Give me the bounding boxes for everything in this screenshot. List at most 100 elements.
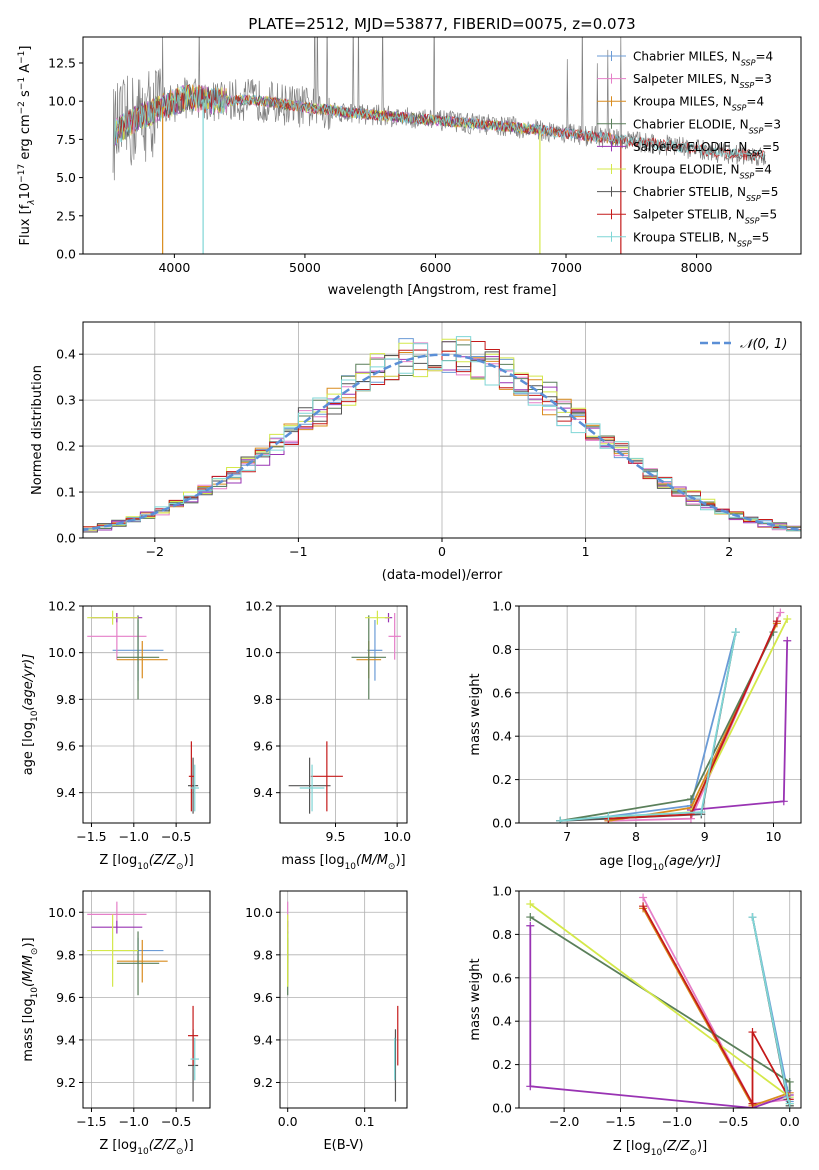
errorbar-salpeter-stelib	[187, 1005, 199, 1066]
plus-marker	[731, 628, 740, 637]
y-tick-label: 10.0	[48, 645, 76, 660]
legend-label-kroupa-elodie: Kroupa ELODIE, NSSP=4	[633, 163, 772, 181]
legend-label-salpeter-miles: Salpeter MILES, NSSP=3	[633, 72, 772, 90]
plus-marker	[748, 1028, 757, 1037]
y-tick-label: 0.0	[56, 531, 76, 546]
x-tick-label: 2	[725, 544, 733, 559]
x-tick-label: 6000	[420, 260, 452, 275]
weight-line-salpeter-elodie	[686, 636, 792, 814]
errorbar-chabrier-elodie	[116, 615, 160, 700]
x-tick-label: 8	[632, 829, 640, 844]
legend-label-salpeter-stelib: Salpeter STELIB, NSSP=5	[633, 208, 777, 226]
y-tick-label: 12.5	[48, 55, 76, 70]
y-tick-label: 0.8	[492, 927, 512, 942]
axes-frame	[82, 890, 211, 1109]
plus-marker	[526, 913, 535, 922]
x-axis-label: Z [log10(Z/Z⊙)]	[99, 1138, 193, 1157]
axes-frame	[279, 605, 408, 824]
errorbar-kroupa-elodie	[87, 610, 139, 625]
weight-vs-z-axes: −2.0 −1.5 −1.0 −0.5 0.0 0.0 0.2 0.4 0.6 0.8 1.0	[492, 884, 802, 1129]
y-tick-label: 9.8	[56, 947, 76, 962]
legend-label-kroupa-miles: Kroupa MILES, NSSP=4	[633, 95, 764, 113]
errorbar-chabrier-elodie	[351, 615, 387, 700]
y-tick-label: 0.8	[492, 642, 512, 657]
y-tick-label: 0.2	[56, 439, 76, 454]
y-tick-label: 10.2	[245, 599, 273, 614]
errorbar-kroupa-elodie	[365, 610, 390, 625]
errorbar-chabrier-miles	[367, 620, 383, 681]
y-tick-label: 7.5	[56, 132, 76, 147]
y-tick-label: 2.5	[56, 208, 76, 223]
errorbar-kroupa-stelib	[190, 1037, 199, 1081]
y-tick-label: 0.4	[492, 1014, 512, 1029]
age-vs-z-axes: −1.5 −1.0 −0.5 9.4 9.6 9.8 10.0 10.2	[48, 599, 211, 844]
x-tick-label: 10	[766, 829, 782, 844]
legend-label-kroupa-stelib: Kroupa STELIB, NSSP=5	[633, 230, 769, 248]
y-tick-label: 9.6	[56, 739, 76, 754]
y-axis-label: age [log10(age/yr)]	[21, 654, 40, 776]
y-tick-label: 9.2	[56, 1075, 76, 1090]
x-tick-label: 10.0	[383, 829, 411, 844]
plus-marker	[639, 902, 648, 911]
chart-title: PLATE=2512, MJD=53877, FIBERID=0075, z=0…	[248, 15, 635, 33]
y-tick-label: 0.1	[56, 485, 76, 500]
y-tick-label: 0.6	[492, 970, 512, 985]
y-tick-label: 9.8	[253, 692, 273, 707]
weight-line-kroupa-stelib	[748, 913, 794, 1108]
residuals-legend: 𝒩(0, 1)	[700, 337, 787, 352]
y-tick-label: 9.4	[253, 785, 273, 800]
age-vs-z-plot-area	[87, 610, 199, 814]
x-tick-label: −1.5	[605, 1114, 635, 1129]
weight-line-kroupa-stelib	[556, 628, 740, 823]
errorbar-salpeter-miles	[388, 613, 401, 660]
x-axis-label: Z [log10(Z/Z⊙)]	[613, 1139, 707, 1158]
x-tick-label: 9.5	[326, 829, 346, 844]
weight-line-salpeter-elodie	[526, 921, 794, 1108]
y-tick-label: 0.4	[56, 347, 76, 362]
x-axis-label: wavelength [Angstrom, rest frame]	[328, 283, 557, 298]
y-tick-label: 1.0	[492, 884, 512, 899]
y-tick-label: 9.2	[253, 1075, 273, 1090]
y-tick-label: 0.0	[492, 1101, 512, 1116]
x-axis-label: Z [log10(Z/Z⊙)]	[99, 853, 193, 872]
mass-vs-z-axes: −1.5 −1.0 −0.5 9.2 9.4 9.6 9.8 10.0	[48, 890, 211, 1129]
residuals-plot-area	[83, 336, 801, 535]
plus-marker	[697, 808, 706, 817]
errorbar-chabrier-elodie	[116, 931, 160, 996]
x-axis-label: (data-model)/error	[382, 568, 503, 583]
series-line	[529, 903, 791, 1104]
legend-label-chabrier-miles: Chabrier MILES, NSSP=4	[633, 50, 773, 68]
plus-marker	[686, 795, 695, 804]
y-tick-label: 10.0	[48, 905, 76, 920]
mass-vs-ebv-plot-area	[287, 901, 399, 1102]
errorbar-kroupa-stelib	[299, 764, 325, 812]
x-tick-label: −0.5	[161, 829, 191, 844]
series-line	[560, 631, 737, 822]
model-spectrum-kroupa-elodie	[113, 84, 540, 146]
series-line	[560, 631, 737, 822]
x-tick-label: 0.0	[278, 1114, 298, 1129]
y-tick-label: 0.4	[492, 729, 512, 744]
plus-marker	[783, 615, 792, 624]
errorbar-chabrier-stelib	[187, 757, 199, 814]
weight-line-chabrier-elodie	[526, 913, 794, 1108]
y-tick-label: 0.0	[56, 247, 76, 262]
x-tick-label: 4000	[158, 260, 190, 275]
plus-marker	[639, 893, 648, 902]
x-axis-label: E(B-V)	[323, 1138, 363, 1153]
axes-frame	[518, 605, 802, 824]
x-tick-label: −1.5	[76, 829, 106, 844]
series-line	[751, 916, 791, 1104]
errorbar-salpeter-stelib	[188, 741, 194, 812]
y-tick-label: 0.2	[492, 1057, 512, 1072]
weight-vs-age-axes: 7 8 9 10 0.0 0.2 0.4 0.6 0.8 1.0	[492, 599, 802, 844]
plus-marker	[526, 1082, 535, 1091]
x-tick-label: 0	[438, 544, 446, 559]
weight-line-chabrier-elodie	[556, 628, 778, 823]
legend-label-salpeter-elodie: Salpeter ELODIE, NSSP=5	[633, 140, 780, 158]
plus-marker	[783, 1093, 792, 1102]
y-tick-label: 0.0	[492, 816, 512, 831]
plus-marker	[785, 1077, 794, 1086]
x-tick-label: 7	[563, 829, 571, 844]
